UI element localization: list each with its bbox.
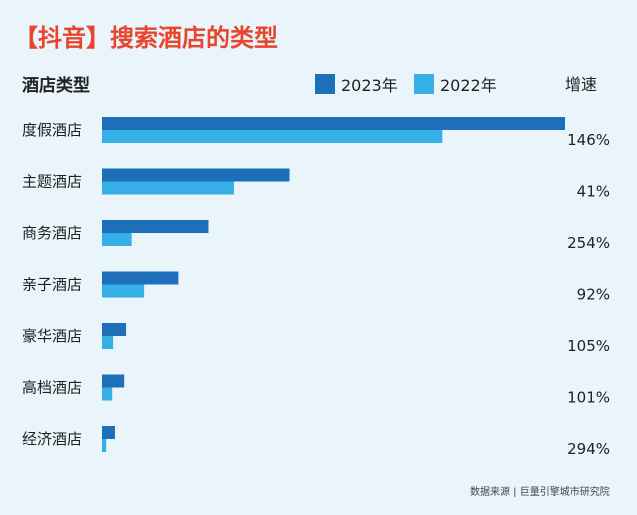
legend-label-2023: 2023年 — [341, 76, 398, 95]
legend-swatch-2023 — [315, 74, 335, 94]
growth-label: 146% — [567, 131, 610, 149]
growth-label: 105% — [567, 337, 610, 355]
category-label: 亲子酒店 — [22, 276, 82, 294]
bar-2023-1 — [102, 168, 290, 182]
bar-2022-4 — [102, 336, 114, 349]
category-header: 酒店类型 — [22, 76, 90, 96]
category-label: 豪华酒店 — [22, 327, 82, 345]
legend-item-2022: 2022年 — [414, 72, 497, 96]
legend-label-2022: 2022年 — [440, 76, 497, 95]
bar-2022-6 — [102, 439, 107, 452]
chart-title: 【抖音】搜索酒店的类型 — [14, 24, 278, 52]
legend-item-2023: 2023年 — [315, 72, 398, 96]
growth-label: 92% — [577, 286, 610, 304]
category-label: 商务酒店 — [22, 224, 82, 242]
growth-header: 增速 — [565, 75, 598, 94]
bar-2022-1 — [102, 181, 234, 195]
bar-2022-3 — [102, 284, 145, 298]
bar-2023-5 — [102, 374, 125, 388]
category-label: 度假酒店 — [22, 121, 82, 139]
bar-2023-0 — [102, 117, 565, 130]
bar-2022-2 — [102, 233, 132, 246]
bar-2022-0 — [102, 130, 443, 143]
bar-2023-2 — [102, 220, 209, 233]
bar-2023-3 — [102, 271, 179, 285]
growth-label: 254% — [567, 234, 610, 252]
source-note: 数据来源 | 巨量引擎城市研究院 — [470, 487, 610, 498]
growth-label: 294% — [567, 440, 610, 458]
growth-label: 41% — [577, 183, 610, 201]
category-label: 主题酒店 — [22, 173, 82, 191]
category-label: 高档酒店 — [22, 379, 82, 397]
growth-label: 101% — [567, 389, 610, 407]
bar-2023-6 — [102, 426, 115, 439]
bar-2023-4 — [102, 323, 127, 336]
bar-2022-5 — [102, 387, 113, 401]
legend-swatch-2022 — [414, 74, 434, 94]
category-label: 经济酒店 — [22, 430, 82, 448]
